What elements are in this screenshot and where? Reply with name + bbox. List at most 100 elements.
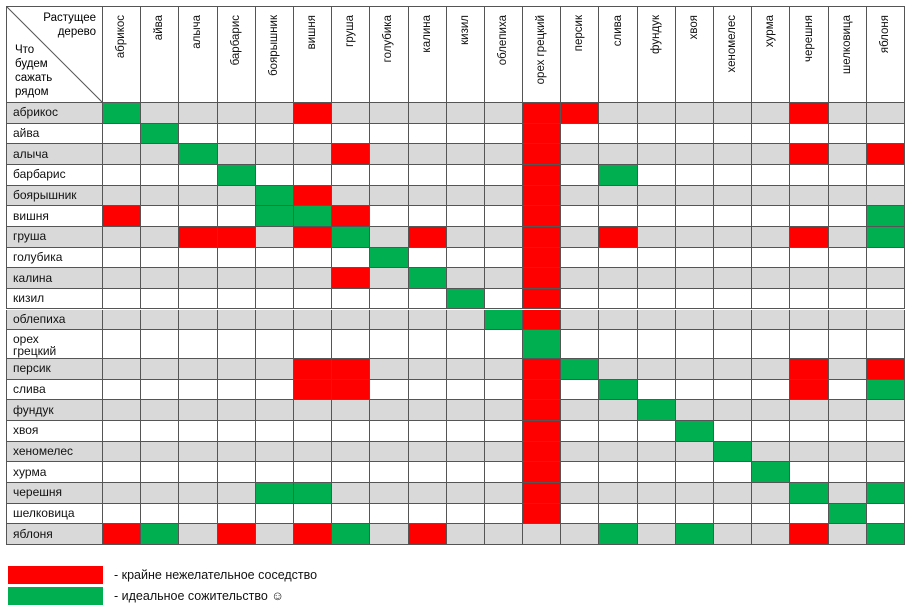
cell <box>408 226 447 248</box>
cell <box>179 103 218 124</box>
cell <box>790 144 829 165</box>
cell <box>408 462 447 484</box>
cell <box>293 268 333 289</box>
cell <box>484 268 524 289</box>
cell <box>103 123 142 145</box>
row-label: боярышник <box>13 187 77 202</box>
cell <box>790 268 829 289</box>
cell <box>370 379 409 401</box>
row-label: слива <box>13 382 46 397</box>
cell <box>103 400 142 422</box>
cell <box>828 185 867 207</box>
cell <box>332 144 371 165</box>
column-header: боярышник <box>255 6 294 103</box>
cell <box>599 524 638 545</box>
cell <box>255 206 294 227</box>
cell <box>370 226 409 248</box>
cell <box>179 123 218 145</box>
column-header: облепиха <box>484 6 524 103</box>
cell <box>408 421 447 442</box>
cell <box>561 164 600 186</box>
cell <box>141 330 180 360</box>
row-header: яблоня <box>6 524 103 545</box>
cell <box>332 309 371 331</box>
cell <box>790 288 829 310</box>
column-header: хвоя <box>675 6 715 103</box>
column-label: шелковица <box>840 15 853 75</box>
cell <box>293 206 333 227</box>
cell <box>790 330 829 360</box>
cell <box>714 441 753 463</box>
cell <box>217 288 256 310</box>
cell <box>675 288 715 310</box>
diagonal <box>6 6 103 103</box>
cell <box>408 247 447 269</box>
cell <box>866 226 905 248</box>
row-header: орех грецкий <box>6 330 103 360</box>
cell <box>179 164 218 186</box>
cell <box>637 103 676 124</box>
row-header: хеномелес <box>6 441 103 463</box>
cell <box>446 462 485 484</box>
cell <box>599 421 638 442</box>
legend-swatch <box>8 587 103 605</box>
cell <box>484 164 524 186</box>
cell <box>103 330 142 360</box>
cell <box>866 288 905 310</box>
cell <box>141 524 180 545</box>
column-header: орех грецкий <box>523 6 562 103</box>
cell <box>141 421 180 442</box>
row-header: хурма <box>6 462 103 484</box>
cell <box>523 309 562 331</box>
cell <box>561 247 600 269</box>
cell <box>217 524 256 545</box>
column-label: боярышник <box>267 15 280 76</box>
cell <box>370 441 409 463</box>
cell <box>599 288 638 310</box>
cell <box>141 441 180 463</box>
cell <box>561 226 600 248</box>
cell <box>828 400 867 422</box>
cell <box>179 247 218 269</box>
cell <box>255 421 294 442</box>
cell <box>179 330 218 360</box>
cell <box>599 379 638 401</box>
cell <box>637 400 676 422</box>
column-header: айва <box>141 6 180 103</box>
cell <box>752 441 791 463</box>
row-header: алыча <box>6 144 103 165</box>
cell <box>103 309 142 331</box>
cell <box>790 483 829 504</box>
corner-cell: Растущее дерево Что будем сажать рядом <box>6 6 103 103</box>
cell <box>828 288 867 310</box>
row-label: голубика <box>13 249 63 264</box>
cell <box>637 379 676 401</box>
row-label: шелковица <box>13 506 75 520</box>
cell <box>103 206 142 227</box>
cell <box>675 247 715 269</box>
cell <box>408 524 447 545</box>
cell <box>675 421 715 442</box>
column-label: фундук <box>649 15 662 54</box>
cell <box>141 309 180 331</box>
cell <box>255 123 294 145</box>
cell <box>561 103 600 124</box>
cell <box>293 164 333 186</box>
cell <box>141 226 180 248</box>
cell <box>332 103 371 124</box>
cell <box>484 330 524 360</box>
cell <box>179 421 218 442</box>
column-label: облепиха <box>496 15 509 66</box>
cell <box>217 103 256 124</box>
cell <box>790 164 829 186</box>
cell <box>179 268 218 289</box>
cell <box>484 185 524 207</box>
cell <box>370 330 409 360</box>
cell <box>484 503 524 525</box>
column-header: фундук <box>637 6 676 103</box>
cell <box>752 206 791 227</box>
row-label: персик <box>13 361 51 376</box>
cell <box>599 247 638 269</box>
cell <box>293 185 333 207</box>
cell <box>446 379 485 401</box>
